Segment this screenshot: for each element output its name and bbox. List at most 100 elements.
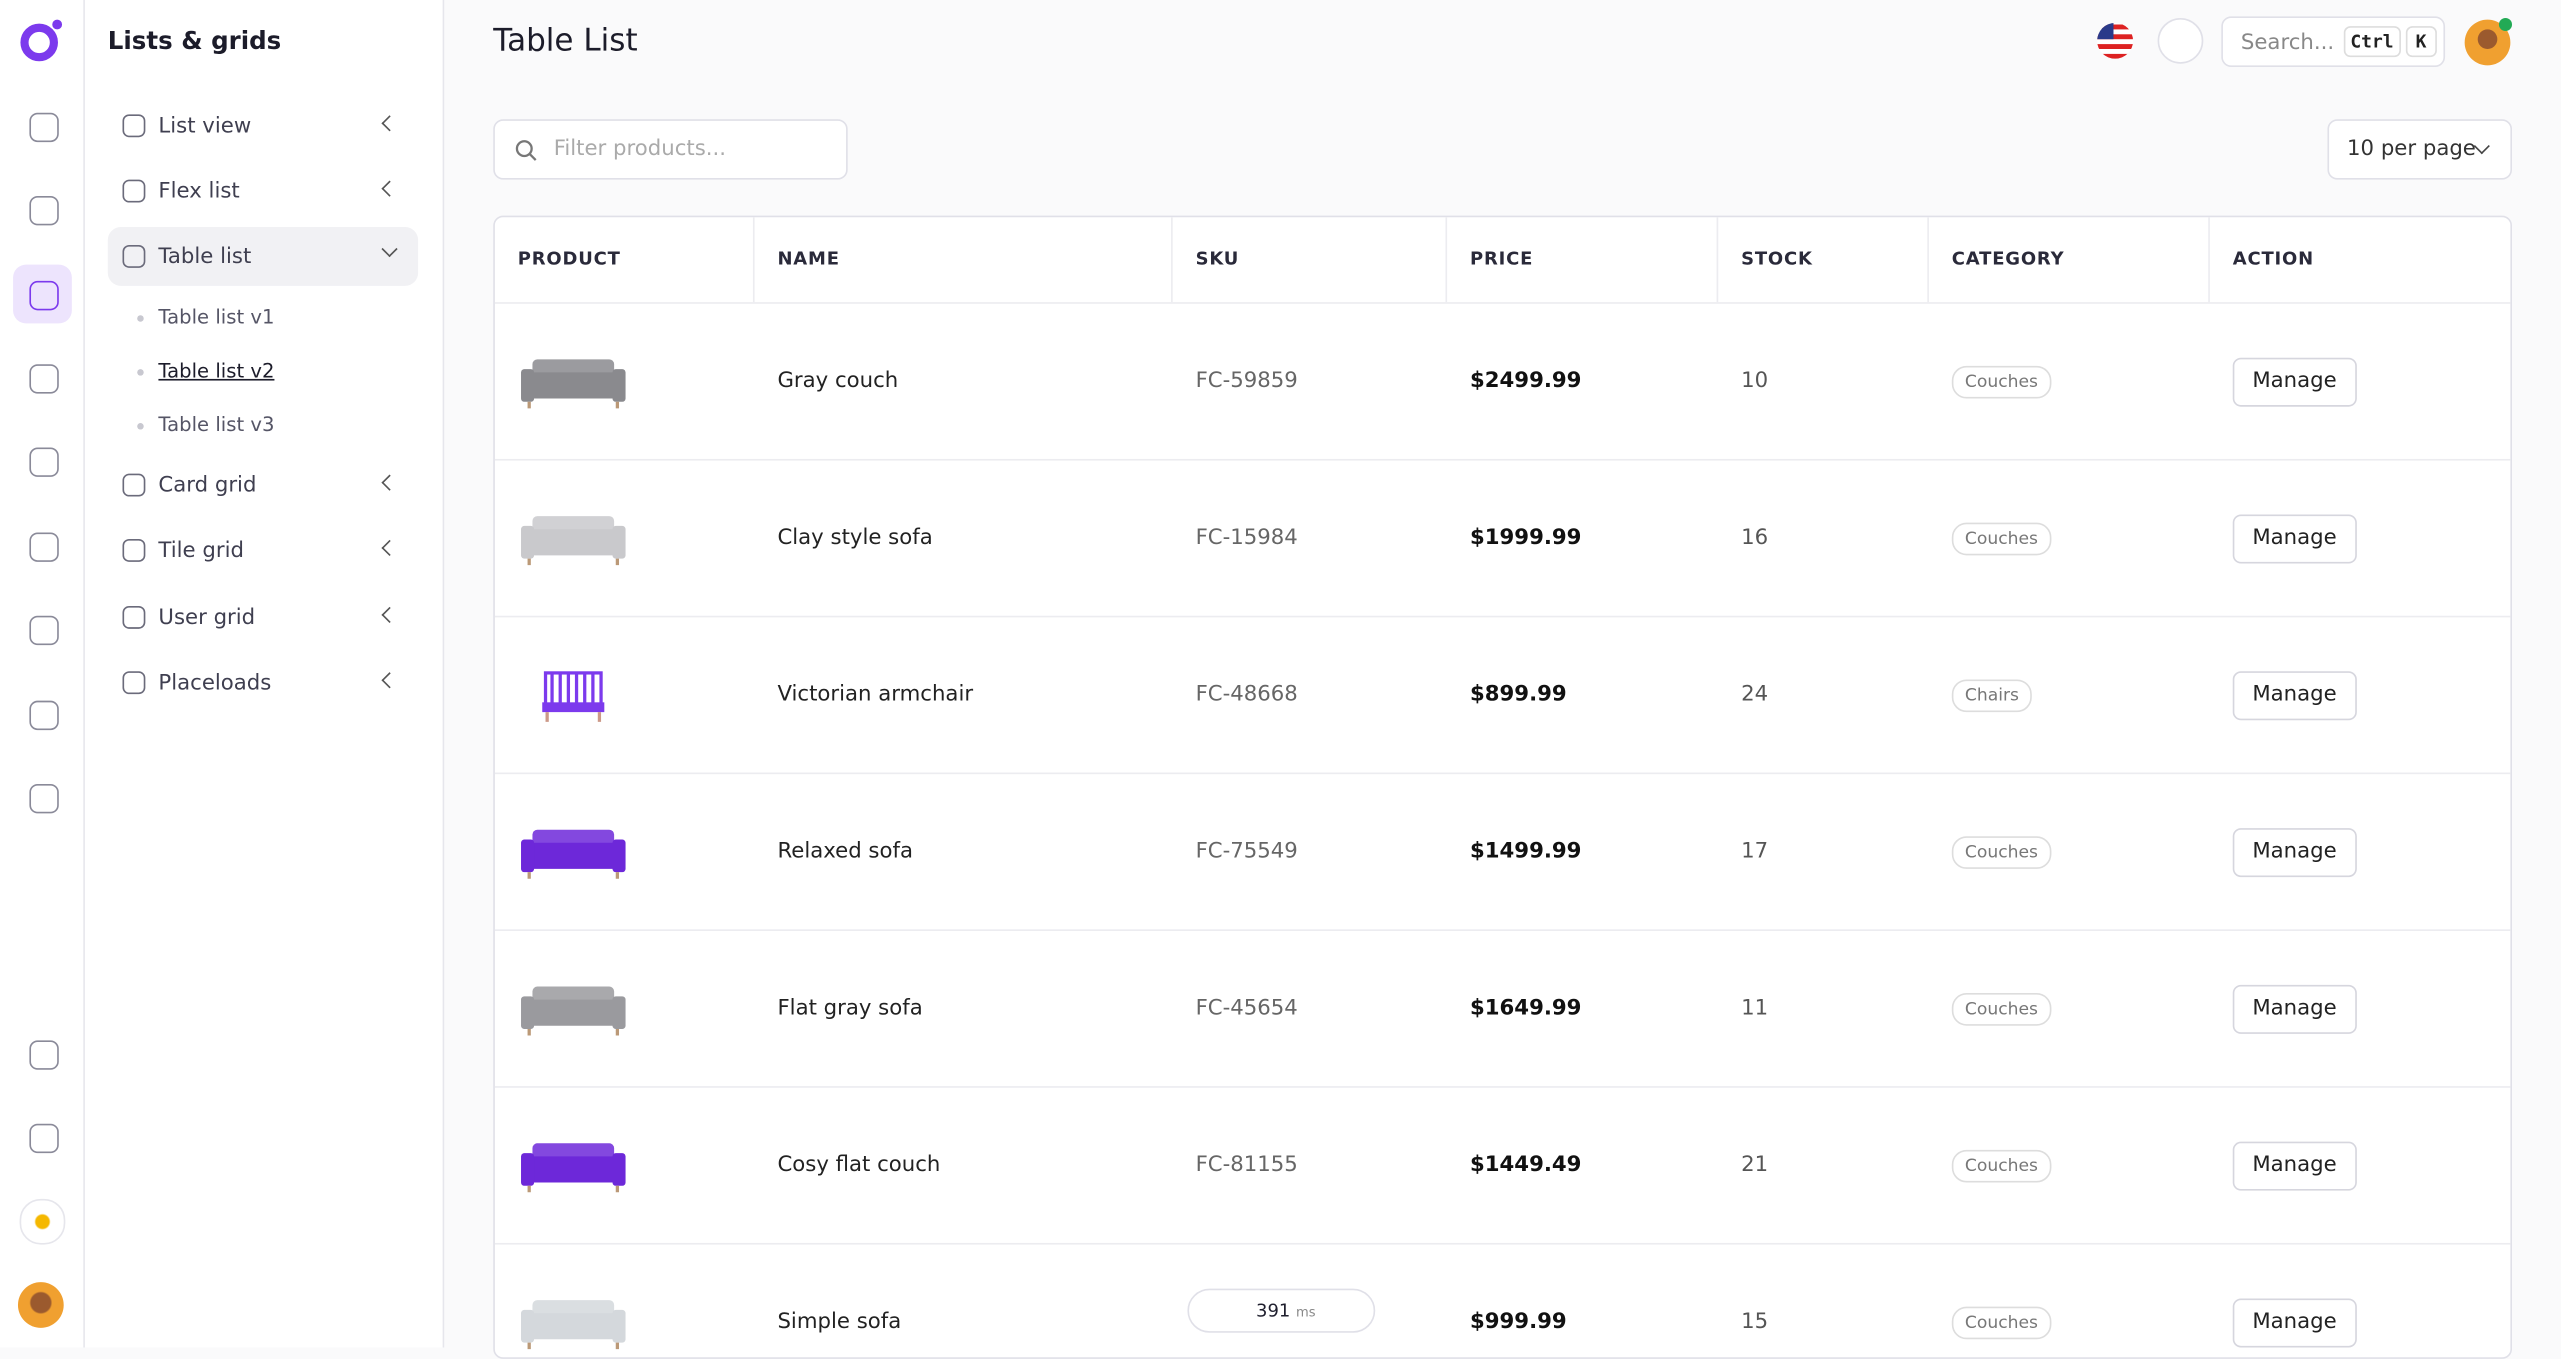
submenu-item[interactable]: Table list v3 xyxy=(137,413,275,437)
user-avatar[interactable] xyxy=(17,1282,64,1328)
search-box[interactable]: Search... Ctrl K xyxy=(2221,16,2446,67)
chevron xyxy=(381,180,398,197)
product-image xyxy=(521,359,626,409)
stock: 21 xyxy=(1741,1153,1769,1178)
menu-label: User grid xyxy=(158,605,256,630)
manage-button[interactable]: Manage xyxy=(2232,356,2357,406)
table-row: Clay style sofa FC-15984 $1999.99 16 Couches… xyxy=(494,458,2511,618)
sku: FC-15984 xyxy=(1195,525,1298,551)
cell: Manage xyxy=(2232,304,2357,461)
cell: Chairs xyxy=(1951,617,2033,774)
column-header: PRICE xyxy=(1447,217,1719,303)
stock: 11 xyxy=(1741,996,1769,1021)
stock: 16 xyxy=(1741,525,1769,551)
kbd: Ctrl xyxy=(2343,26,2401,58)
cell: Couches xyxy=(1951,1088,2052,1245)
page-title: Table List xyxy=(493,22,638,59)
cell: Manage xyxy=(2232,617,2357,774)
category-tag: Couches xyxy=(1951,1305,2052,1339)
menu-icon xyxy=(122,179,146,203)
secondary-sidebar: Lists & grids List view Flex list Table li… xyxy=(84,0,445,1348)
theme-toggle[interactable] xyxy=(19,1198,66,1245)
price: $1499.99 xyxy=(1469,839,1582,865)
menu-item[interactable]: Card grid xyxy=(108,456,418,515)
chevron xyxy=(381,672,398,689)
flag[interactable] xyxy=(2096,21,2135,60)
kbd: K xyxy=(2405,26,2437,58)
stock: 15 xyxy=(1741,1309,1769,1335)
menu-item[interactable]: Tile grid xyxy=(108,521,418,580)
timer-value: 391 xyxy=(1256,1300,1291,1322)
cell: Manage xyxy=(2232,774,2357,931)
product-name: Victorian armchair xyxy=(777,682,974,708)
price: $899.99 xyxy=(1469,682,1567,708)
logo[interactable] xyxy=(18,18,64,64)
product-image xyxy=(521,986,626,1036)
filter-placeholder: Filter products... xyxy=(553,137,727,162)
per-page-select[interactable]: 10 per page xyxy=(2327,119,2513,180)
chevron xyxy=(381,115,398,132)
stock: 17 xyxy=(1741,839,1769,865)
menu-label: Placeloads xyxy=(158,670,272,695)
manage-button[interactable]: Manage xyxy=(2232,670,2357,720)
rail-icon[interactable] xyxy=(29,364,59,394)
category-tag: Couches xyxy=(1951,521,2052,555)
rail-icon[interactable] xyxy=(29,195,59,226)
menu-item[interactable]: Flex list xyxy=(108,162,418,221)
menu-icon xyxy=(122,605,146,629)
sku: FC-45654 xyxy=(1195,996,1298,1021)
manage-button[interactable]: Manage xyxy=(2232,827,2357,877)
menu-item[interactable]: User grid xyxy=(108,588,418,647)
product-name: Flat gray sofa xyxy=(777,996,923,1021)
timer: 391 ms xyxy=(1187,1288,1376,1333)
menu-item[interactable]: List view xyxy=(108,96,418,155)
category-tag: Chairs xyxy=(1951,678,2033,712)
menu-icon xyxy=(122,671,146,695)
product-name: Gray couch xyxy=(777,369,899,394)
column-header: SKU xyxy=(1173,217,1448,303)
price: $1449.49 xyxy=(1469,1153,1582,1178)
avatar[interactable] xyxy=(2463,16,2515,68)
table-row: Flat gray sofa FC-45654 $1649.99 11 Couches M… xyxy=(494,929,2511,1088)
product-name: Cosy flat couch xyxy=(777,1153,941,1178)
rail-icon[interactable] xyxy=(29,783,59,814)
stock: 24 xyxy=(1741,682,1769,708)
cell: Couches xyxy=(1951,1245,2052,1358)
filter-input[interactable]: Filter products... xyxy=(493,119,848,180)
submenu-item[interactable]: Table list v2 xyxy=(137,359,275,383)
column-header: STOCK xyxy=(1718,217,1929,303)
apps-button[interactable] xyxy=(2157,17,2204,64)
cell: Couches xyxy=(1951,461,2052,618)
rail-icon[interactable] xyxy=(29,447,59,477)
icon-rail xyxy=(0,0,85,1348)
cell: Manage xyxy=(2232,931,2357,1088)
menu-item[interactable]: Table list xyxy=(107,227,419,286)
table-row: Gray couch FC-59859 $2499.99 10 Couches Manag… xyxy=(494,302,2511,461)
column-header: PRODUCT xyxy=(495,217,755,303)
rail-icon[interactable] xyxy=(29,532,59,562)
rail-icon[interactable] xyxy=(29,112,59,143)
sidebar-title: Lists & grids xyxy=(107,26,282,56)
price: $2499.99 xyxy=(1469,369,1582,394)
manage-button[interactable]: Manage xyxy=(2232,984,2357,1034)
rail-icon[interactable] xyxy=(29,1040,59,1070)
rail-icon[interactable] xyxy=(29,700,59,731)
manage-button[interactable]: Manage xyxy=(2232,1140,2357,1190)
menu-icon xyxy=(122,473,146,497)
search-placeholder: Search... xyxy=(2240,31,2335,56)
rail-icon[interactable] xyxy=(29,1123,59,1154)
price: $1999.99 xyxy=(1469,525,1582,551)
manage-button[interactable]: Manage xyxy=(2232,513,2357,563)
cell: Couches xyxy=(1951,931,2052,1088)
menu-item[interactable]: Placeloads xyxy=(108,653,418,712)
table-row: Victorian armchair FC-48668 $899.99 24 Chair… xyxy=(494,615,2511,774)
cell: Couches xyxy=(1951,304,2052,461)
product-name: Clay style sofa xyxy=(777,525,933,551)
chevron xyxy=(381,539,398,557)
submenu-item[interactable]: Table list v1 xyxy=(137,305,275,329)
rail-icon[interactable] xyxy=(29,280,59,311)
manage-button[interactable]: Manage xyxy=(2232,1297,2357,1347)
rail-icon[interactable] xyxy=(29,615,59,646)
